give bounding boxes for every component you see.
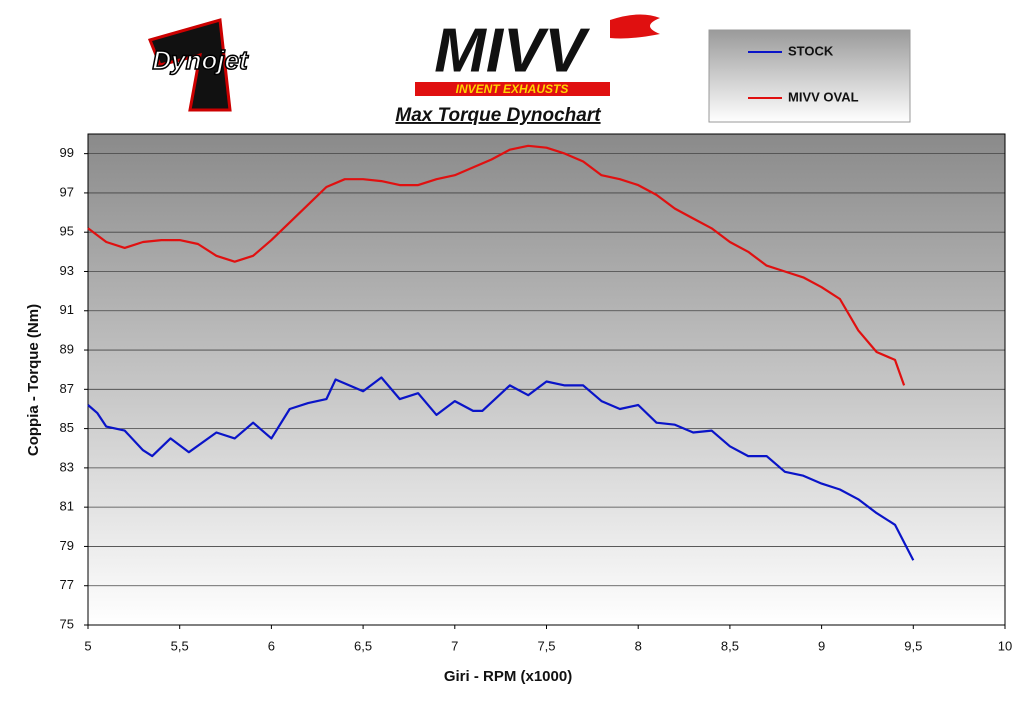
y-tick-label: 97 [60, 184, 74, 199]
logo-text: MIVV [434, 16, 590, 85]
plot-area [88, 134, 1005, 625]
x-tick-label: 8 [635, 638, 642, 653]
y-tick-label: 83 [60, 459, 74, 474]
y-tick-label: 85 [60, 420, 74, 435]
y-tick-label: 99 [60, 145, 74, 160]
y-tick-label: 93 [60, 263, 74, 278]
y-tick-label: 95 [60, 224, 74, 239]
y-tick-label: 91 [60, 302, 74, 317]
y-tick-label: 81 [60, 499, 74, 514]
y-axis-label: Coppia - Torque (Nm) [25, 304, 42, 456]
mivv-logo: MIVV INVENT EXHAUSTS [405, 14, 665, 99]
y-tick-label: 75 [60, 616, 74, 631]
logo-band [415, 82, 610, 96]
logo-tagline: INVENT EXHAUSTS [456, 82, 569, 96]
x-axis-label: Giri - RPM (x1000) [444, 668, 572, 685]
x-tick-label: 7 [451, 638, 458, 653]
x-tick-label: 9,5 [904, 638, 922, 653]
series-line [87, 376, 915, 561]
plot-border [87, 133, 1006, 626]
x-tick-label: 6,5 [354, 638, 372, 653]
y-tick-label: 87 [60, 381, 74, 396]
x-tick-label: 5 [84, 638, 91, 653]
y-tick-label: 79 [60, 538, 74, 553]
chart-title: Max Torque Dynochart [395, 105, 601, 126]
legend-label: MIVV OVAL [788, 89, 859, 104]
x-tick-label: 6 [268, 638, 275, 653]
x-tick-label: 9 [818, 638, 825, 653]
logo-flame [610, 14, 660, 39]
dynojet-logo: Dynojet [147, 18, 250, 112]
y-tick-label: 89 [60, 341, 74, 356]
series-line [87, 144, 906, 386]
x-tick-label: 10 [998, 638, 1012, 653]
x-tick-label: 7,5 [537, 638, 555, 653]
logo-text: Dynojet [152, 45, 249, 75]
legend-label: STOCK [788, 43, 834, 58]
logo-shape [147, 18, 232, 112]
y-tick-label: 77 [60, 577, 74, 592]
x-tick-label: 8,5 [721, 638, 739, 653]
x-tick-label: 5,5 [171, 638, 189, 653]
legend [708, 29, 911, 123]
